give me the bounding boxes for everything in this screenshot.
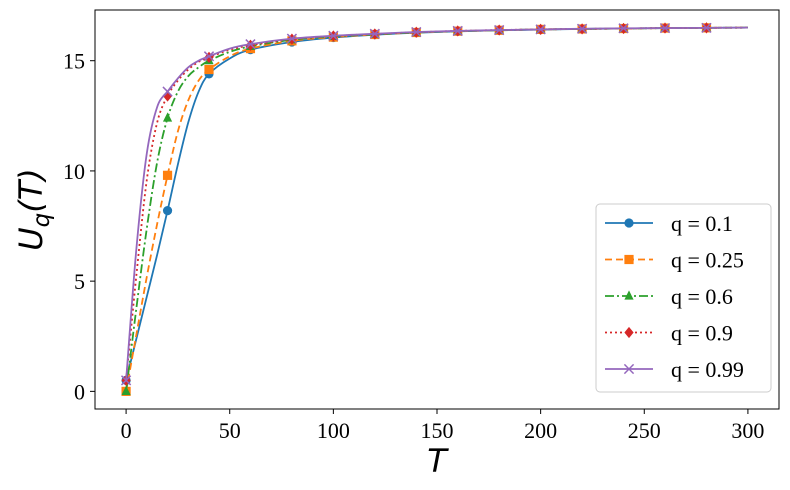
- data-point: [203, 51, 215, 62]
- data-point: [369, 28, 380, 39]
- data-point: [624, 290, 634, 300]
- y-axis-label: Uq(T): [12, 168, 55, 251]
- data-point: [624, 218, 634, 228]
- y-tick-label: 5: [74, 269, 85, 294]
- x-tick-label: 300: [731, 418, 764, 443]
- data-point-stroke: [576, 23, 588, 34]
- legend-label: q = 0.6: [671, 284, 733, 309]
- data-point-stroke: [162, 86, 173, 97]
- data-point: [162, 112, 173, 122]
- data-point: [328, 30, 339, 41]
- data-point: [162, 170, 173, 180]
- data-point-stroke: [618, 23, 629, 34]
- axes: 0 50 100 150 200 250 300 0 5 10 15: [63, 49, 764, 443]
- x-tick-label: 100: [317, 418, 350, 443]
- data-point: [121, 385, 131, 395]
- data-point-stroke: [494, 24, 505, 36]
- data-point-stroke: [659, 22, 671, 34]
- x-tick-label: 150: [421, 418, 454, 443]
- legend: q = 0.1 q = 0.25 q = 0.6 q = 0.9 q = 0.99: [595, 203, 772, 393]
- data-point: [623, 363, 635, 375]
- data-point-stroke: [369, 28, 380, 39]
- data-point: [701, 22, 712, 33]
- data-point: [286, 33, 298, 44]
- data-point-stroke: [286, 33, 298, 44]
- data-point-stroke: [203, 51, 215, 62]
- series-layer: [120, 22, 748, 396]
- series-line: [125, 26, 748, 381]
- data-point: [204, 64, 214, 75]
- data-point: [535, 24, 546, 35]
- data-point: [245, 39, 256, 50]
- data-point-stroke: [623, 363, 635, 375]
- data-point: [411, 26, 422, 38]
- legend-label: q = 0.99: [671, 357, 744, 382]
- data-point: [120, 375, 132, 386]
- legend-label: q = 0.9: [671, 321, 733, 346]
- data-point: [659, 22, 671, 34]
- y-tick-label: 10: [63, 159, 85, 184]
- data-point: [618, 23, 629, 34]
- legend-entry: q = 0.1: [605, 211, 733, 236]
- data-point-stroke: [245, 39, 256, 50]
- x-tick-label: 50: [219, 418, 241, 443]
- legend-entry: q = 0.99: [605, 357, 744, 382]
- legend-entry: q = 0.9: [605, 321, 733, 346]
- data-point: [452, 25, 463, 37]
- data-point-stroke: [411, 26, 422, 38]
- data-point: [624, 326, 634, 339]
- data-point-stroke: [452, 25, 463, 37]
- series-5: [120, 22, 748, 386]
- data-point: [494, 24, 505, 36]
- data-point: [624, 254, 634, 265]
- legend-label: q = 0.1: [671, 211, 733, 236]
- y-tick-label: 15: [63, 49, 85, 74]
- series-line: [125, 26, 748, 381]
- x-tick-label: 0: [121, 418, 132, 443]
- y-tick-label: 0: [74, 379, 85, 404]
- legend-entry: q = 0.25: [605, 248, 744, 273]
- data-point: [162, 206, 173, 216]
- legend-label: q = 0.25: [671, 248, 744, 273]
- x-axis-label: T: [427, 442, 449, 480]
- data-point: [162, 86, 173, 97]
- legend-box: [595, 203, 772, 393]
- data-point-stroke: [701, 22, 712, 33]
- x-tick-label: 200: [524, 418, 557, 443]
- x-tick-label: 250: [628, 418, 661, 443]
- data-point-stroke: [120, 375, 132, 386]
- data-point: [576, 23, 588, 34]
- data-point-stroke: [535, 24, 546, 35]
- legend-entry: q = 0.6: [605, 284, 733, 309]
- data-point-stroke: [328, 30, 339, 41]
